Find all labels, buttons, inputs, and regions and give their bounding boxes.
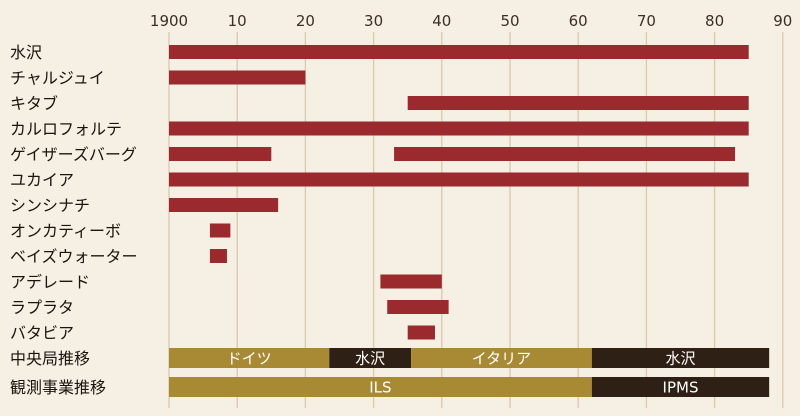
bar-10-0	[387, 300, 449, 314]
bar-1-0	[169, 70, 306, 85]
tick-label-50: 50	[500, 12, 519, 30]
tick-label-90: 90	[773, 12, 792, 30]
tick-label-80: 80	[705, 12, 724, 30]
bar-11-0	[407, 325, 435, 340]
row-label-4: ゲイザーズバーグ	[10, 145, 137, 164]
row-label-6: シンシナチ	[10, 196, 90, 215]
tick-label-70: 70	[637, 12, 656, 30]
band-segment-label-1-0: ILS	[369, 379, 391, 397]
x-axis-ticks: 1900 10 20 30 40 50 60 70 80 90	[150, 12, 792, 30]
bar-6-0	[169, 198, 279, 212]
tick-label-30: 30	[364, 12, 383, 30]
bar-8-0	[209, 249, 227, 263]
bar-4-1	[394, 147, 736, 161]
row-label-1: チャルジュイ	[10, 69, 105, 88]
band-label-0: 中央局推移	[10, 349, 90, 368]
row-label-7: オンカティーボ	[10, 222, 121, 241]
band-segment-0-2	[411, 348, 592, 368]
station-bars	[169, 45, 749, 340]
band-segment-1-0	[169, 377, 592, 397]
tick-label-1900: 1900	[150, 12, 188, 30]
grid-lines	[168, 32, 784, 408]
band-rows: ドイツ 水沢 イタリア 水沢 ILS IPMS	[169, 348, 770, 397]
band-segment-label-0-1: 水沢	[355, 350, 385, 368]
tick-label-10: 10	[228, 12, 247, 30]
band-segment-0-1	[329, 348, 412, 368]
bar-3-0	[169, 121, 749, 136]
bar-0-0	[169, 45, 749, 59]
band-segment-label-0-3: 水沢	[665, 350, 695, 368]
tick-label-20: 20	[296, 12, 315, 30]
row-label-11: バタビア	[10, 324, 74, 343]
tick-label-60: 60	[569, 12, 588, 30]
bar-2-0	[407, 96, 749, 110]
bar-5-0	[169, 172, 749, 187]
band-segment-0-3	[591, 348, 770, 368]
row-label-0: 水沢	[10, 43, 42, 62]
row-labels: 水沢チャルジュイキタブカルロフォルテゲイザーズバーグユカイアシンシナチオンカティ…	[10, 43, 138, 397]
band-label-1: 観測事業推移	[10, 378, 106, 397]
row-label-5: ユカイア	[10, 171, 74, 190]
row-label-9: アデレード	[10, 273, 90, 292]
row-label-10: ラプラタ	[10, 298, 74, 317]
bar-9-0	[380, 274, 442, 289]
row-label-2: キタブ	[10, 94, 58, 113]
bar-4-0	[169, 147, 272, 161]
bar-7-0	[209, 223, 231, 238]
tick-label-40: 40	[432, 12, 451, 30]
band-segment-1-1	[591, 377, 770, 397]
band-segment-label-0-2: イタリア	[472, 350, 531, 368]
band-segment-label-1-1: IPMS	[663, 379, 699, 397]
row-label-8: ベイズウォーター	[10, 247, 138, 266]
band-segment-label-0-0: ドイツ	[227, 350, 272, 368]
band-segment-0-0	[169, 348, 330, 368]
row-label-3: カルロフォルテ	[10, 120, 122, 139]
